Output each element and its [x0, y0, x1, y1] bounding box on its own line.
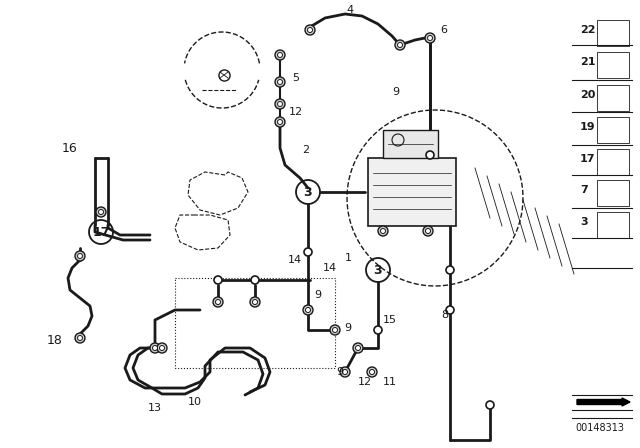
Circle shape — [275, 77, 285, 87]
Circle shape — [367, 367, 377, 377]
Circle shape — [426, 228, 431, 233]
Text: 18: 18 — [47, 333, 63, 346]
Circle shape — [275, 99, 285, 109]
Circle shape — [378, 226, 388, 236]
Text: 1: 1 — [344, 253, 351, 263]
Bar — [383, 130, 438, 158]
Text: 3: 3 — [374, 263, 382, 276]
Circle shape — [397, 43, 403, 47]
Circle shape — [216, 300, 221, 305]
Circle shape — [307, 27, 312, 33]
Circle shape — [423, 226, 433, 236]
Text: 9: 9 — [337, 367, 344, 377]
Bar — [597, 149, 629, 175]
Text: 14: 14 — [288, 255, 302, 265]
Text: 17: 17 — [580, 154, 595, 164]
Circle shape — [213, 297, 223, 307]
Bar — [597, 212, 629, 238]
Circle shape — [278, 79, 282, 85]
Circle shape — [446, 306, 454, 314]
Circle shape — [278, 52, 282, 57]
Circle shape — [446, 266, 454, 274]
Circle shape — [75, 333, 85, 343]
Circle shape — [99, 210, 104, 215]
Circle shape — [342, 370, 348, 375]
Circle shape — [381, 228, 385, 233]
Circle shape — [303, 305, 313, 315]
Circle shape — [395, 40, 405, 50]
Circle shape — [425, 33, 435, 43]
Circle shape — [214, 276, 222, 284]
Text: 3: 3 — [580, 217, 588, 227]
Text: 7: 7 — [580, 185, 588, 195]
Text: 9: 9 — [344, 323, 351, 333]
Text: 8: 8 — [442, 310, 449, 320]
Text: 16: 16 — [62, 142, 78, 155]
Bar — [597, 117, 629, 143]
Bar — [175, 278, 335, 368]
Text: 19: 19 — [580, 122, 596, 132]
Circle shape — [77, 254, 83, 258]
Circle shape — [333, 327, 337, 332]
Circle shape — [157, 343, 167, 353]
Circle shape — [159, 345, 164, 350]
Text: 3: 3 — [304, 185, 312, 198]
Circle shape — [96, 207, 106, 217]
Circle shape — [369, 370, 374, 375]
FancyArrow shape — [577, 398, 630, 406]
Circle shape — [330, 325, 340, 335]
Circle shape — [152, 345, 157, 350]
Circle shape — [253, 300, 257, 305]
Text: 10: 10 — [188, 397, 202, 407]
Circle shape — [426, 151, 434, 159]
Text: 21: 21 — [580, 57, 595, 67]
Text: 00148313: 00148313 — [575, 423, 625, 433]
Circle shape — [305, 307, 310, 313]
Text: 9: 9 — [314, 290, 321, 300]
Circle shape — [251, 276, 259, 284]
Text: 2: 2 — [303, 145, 310, 155]
Circle shape — [353, 343, 363, 353]
Circle shape — [305, 25, 315, 35]
Circle shape — [77, 336, 83, 340]
Circle shape — [150, 343, 160, 353]
Text: 14: 14 — [323, 263, 337, 273]
Text: 12: 12 — [289, 107, 303, 117]
Circle shape — [428, 35, 433, 40]
Text: 13: 13 — [148, 403, 162, 413]
Text: 4: 4 — [346, 5, 353, 15]
Bar — [597, 20, 629, 46]
Circle shape — [278, 102, 282, 107]
Circle shape — [275, 50, 285, 60]
Bar — [597, 85, 629, 111]
Text: 5: 5 — [292, 73, 300, 83]
Circle shape — [275, 117, 285, 127]
Text: 12: 12 — [358, 377, 372, 387]
Text: 17: 17 — [92, 225, 109, 238]
Bar — [597, 52, 629, 78]
Circle shape — [75, 251, 85, 261]
Circle shape — [250, 297, 260, 307]
Circle shape — [278, 120, 282, 125]
Circle shape — [304, 248, 312, 256]
Bar — [368, 158, 456, 226]
Circle shape — [340, 367, 350, 377]
Bar — [597, 180, 629, 206]
Text: 22: 22 — [580, 25, 595, 35]
Circle shape — [374, 326, 382, 334]
Text: 20: 20 — [580, 90, 595, 100]
Text: 6: 6 — [440, 25, 447, 35]
Text: 11: 11 — [383, 377, 397, 387]
Text: 15: 15 — [383, 315, 397, 325]
Circle shape — [355, 345, 360, 350]
Circle shape — [486, 401, 494, 409]
Text: 9: 9 — [392, 87, 399, 97]
